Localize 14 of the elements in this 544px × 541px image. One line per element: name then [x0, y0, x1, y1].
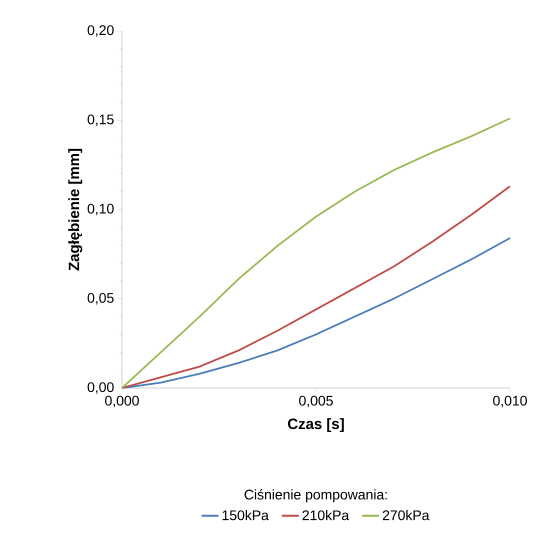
y-tick-label: 0,15	[88, 114, 114, 126]
legend-label: 210kPa	[302, 510, 350, 520]
legend-title: Ciśnienie pompowania:	[244, 489, 387, 502]
legend-label: 270kPa	[382, 510, 430, 520]
x-tick-label: 0,010	[493, 396, 527, 408]
y-axis-title: Zagłębienie [mm]	[68, 148, 82, 271]
x-axis-title: Czas [s]	[288, 418, 344, 432]
y-tick-label: 0,00	[88, 382, 114, 394]
x-tick-label: 0,005	[299, 396, 333, 408]
y-tick-label: 0,10	[88, 204, 114, 216]
y-tick-label: 0,05	[88, 292, 114, 305]
legend-label: 150kPa	[222, 510, 269, 520]
x-tick-label: 0,000	[105, 396, 139, 408]
y-tick-label: 0,20	[88, 25, 114, 37]
